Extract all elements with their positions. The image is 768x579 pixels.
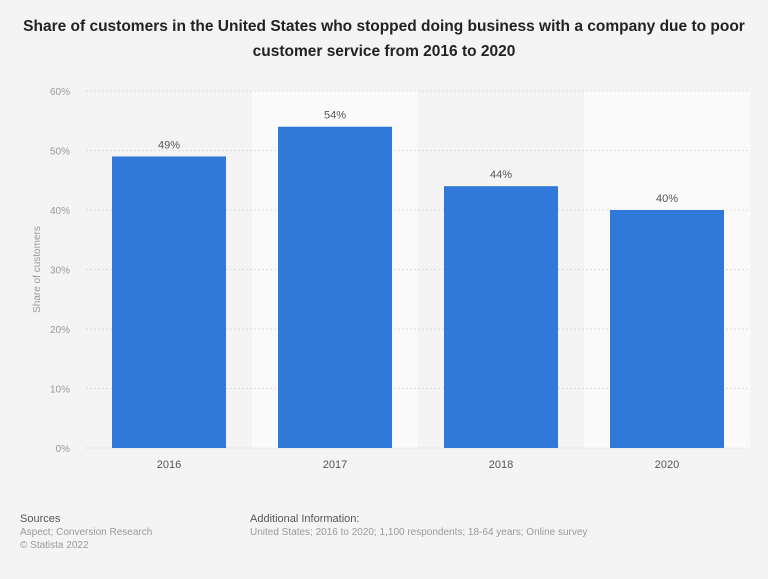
bar-2016 [112, 156, 226, 448]
data-label: 44% [490, 169, 512, 181]
x-tick-label: 2016 [157, 459, 181, 471]
sources-block: Sources Aspect; Conversion Research © St… [20, 513, 152, 552]
additional-info-text: United States; 2016 to 2020; 1,100 respo… [250, 527, 588, 538]
additional-info-block: Additional Information: United States; 2… [250, 513, 587, 539]
chart-title: Share of customers in the United States … [23, 18, 745, 60]
y-tick-label: 20% [50, 325, 70, 336]
copyright-text: © Statista 2022 [20, 540, 89, 551]
y-tick-label: 30% [50, 266, 70, 277]
additional-info-heading: Additional Information: [250, 513, 360, 525]
y-tick-label: 50% [50, 147, 70, 158]
sources-heading: Sources [20, 513, 61, 525]
data-label: 54% [324, 110, 346, 122]
y-tick-label: 40% [50, 206, 70, 217]
y-tick-label: 0% [56, 444, 71, 455]
y-axis-label: Share of customers [32, 226, 43, 313]
sources-text[interactable]: Aspect; Conversion Research [20, 527, 153, 538]
y-tick-label: 60% [50, 87, 70, 98]
x-tick-label: 2017 [323, 459, 347, 471]
bar-2017 [278, 126, 392, 448]
data-label: 40% [656, 193, 678, 205]
data-label: 49% [158, 139, 180, 151]
x-tick-label: 2020 [655, 459, 679, 471]
bar-2018 [444, 186, 558, 448]
y-tick-label: 10% [50, 385, 70, 396]
x-tick-label: 2018 [489, 459, 513, 471]
bar-2020 [610, 210, 724, 448]
